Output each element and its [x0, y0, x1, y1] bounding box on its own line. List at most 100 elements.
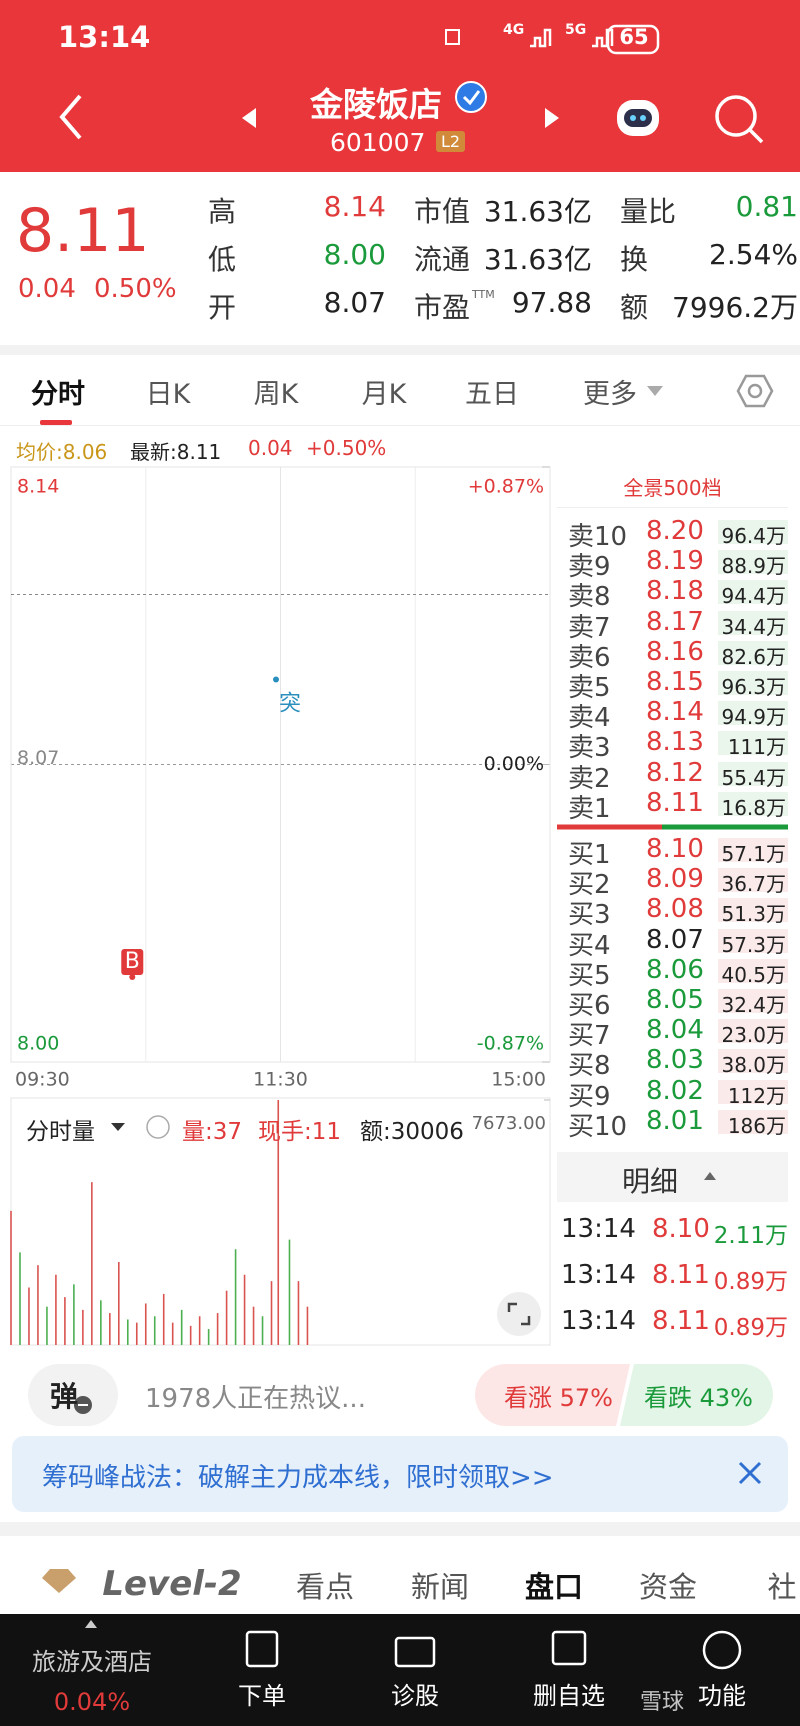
- search-button[interactable]: [715, 95, 757, 137]
- volume-bar: [10, 1210, 12, 1345]
- sector-name[interactable]: 旅游及酒店: [32, 1648, 152, 1676]
- chart-tab[interactable]: 月K: [361, 379, 407, 410]
- status-time: 13:14: [58, 20, 151, 54]
- detail-volume: 2.11万: [713, 1223, 788, 1249]
- danmaku-button[interactable]: [28, 1364, 118, 1426]
- volume-bar: [55, 1274, 57, 1345]
- volume-bar: [277, 1100, 280, 1345]
- annotation-dot: [273, 676, 280, 683]
- prev-stock[interactable]: [242, 108, 256, 128]
- section-tab[interactable]: 看点: [295, 1570, 354, 1604]
- stat-value: 8.07: [323, 286, 386, 319]
- level-badge: L2: [436, 131, 466, 152]
- detail-toggle[interactable]: [704, 1172, 716, 1180]
- nav-item[interactable]: 下单: [238, 1682, 286, 1710]
- back-button[interactable]: [59, 94, 82, 140]
- expand-button[interactable]: [497, 1292, 541, 1336]
- latest-price: 最新:8.11: [130, 440, 222, 464]
- annotation-label: B: [125, 949, 140, 974]
- dropdown-arrow[interactable]: [111, 1123, 125, 1131]
- more-arrow[interactable]: [647, 386, 663, 396]
- banner-text[interactable]: 筹码峰战法：破解主力成本线，限时领取>>: [42, 1463, 554, 1493]
- x-tick-label: 15:00: [491, 1069, 546, 1091]
- help-icon[interactable]: [146, 1115, 170, 1139]
- book-volume-bg: [718, 791, 788, 816]
- book-volume: 34.4万: [721, 614, 786, 639]
- network-label: 4G: [503, 22, 525, 38]
- signal-icon: [530, 28, 552, 48]
- nav-item[interactable]: 删自选: [533, 1682, 605, 1710]
- tab-underline: [40, 420, 72, 425]
- next-stock[interactable]: [545, 108, 559, 128]
- book-label: 买8: [568, 1051, 611, 1082]
- annotation-dot: [129, 974, 136, 980]
- volume-bar: [100, 1300, 102, 1345]
- separator: [0, 425, 800, 426]
- stock-name: 金陵饭店: [310, 85, 442, 124]
- section-tab[interactable]: 新闻: [410, 1570, 469, 1604]
- bear-vote[interactable]: 看跌 43%: [644, 1384, 753, 1412]
- order-book-title: 全景500档: [557, 472, 788, 508]
- section-tab[interactable]: 盘口: [524, 1570, 583, 1604]
- chart-tab[interactable]: 五日: [465, 379, 519, 410]
- stat-value: 2.54%: [709, 238, 798, 271]
- section-tab[interactable]: 资金: [638, 1570, 697, 1604]
- volume-bar: [91, 1182, 93, 1345]
- nav-item[interactable]: 功能: [698, 1682, 746, 1710]
- book-volume: 94.4万: [721, 584, 786, 609]
- nav-icon-remove: [551, 1630, 587, 1666]
- book-label: 买4: [568, 930, 611, 961]
- book-price: 8.20: [646, 516, 704, 546]
- section-tab[interactable]: Level-2: [102, 1564, 242, 1604]
- banner-bg[interactable]: [12, 1436, 788, 1512]
- book-label: 卖3: [568, 733, 611, 764]
- book-volume-bg: [718, 671, 788, 695]
- chart-tab[interactable]: 日K: [145, 379, 191, 410]
- book-volume: 112万: [727, 1083, 786, 1108]
- settings-icon[interactable]: [736, 372, 774, 410]
- level2-gem: [42, 1569, 76, 1593]
- chart-tab[interactable]: 分时: [31, 379, 85, 410]
- stat-label: 流通: [414, 243, 471, 276]
- bull-pill[interactable]: [475, 1364, 630, 1426]
- book-volume: 94.9万: [721, 705, 786, 730]
- book-label: 卖6: [568, 642, 611, 673]
- detail-time: 13:14: [561, 1306, 636, 1336]
- danmaku-label[interactable]: 弹: [50, 1380, 79, 1413]
- stat-label: 开: [208, 291, 237, 324]
- book-volume-bg: [718, 1109, 788, 1134]
- section-tab[interactable]: 社: [767, 1570, 797, 1604]
- stat-label: 量比: [620, 195, 677, 228]
- volume-bar: [19, 1252, 21, 1345]
- stat-label: 市盈: [414, 291, 471, 324]
- chart-tab[interactable]: 更多: [583, 379, 637, 410]
- volume-bar: [109, 1313, 111, 1345]
- network-label: 5G: [565, 22, 587, 38]
- current-hand: 现手:11: [258, 1119, 342, 1145]
- expand-icon: [507, 1302, 531, 1326]
- volume-bar: [135, 1322, 138, 1345]
- nav-icon-diagnose: [394, 1636, 436, 1668]
- book-price: 8.04: [646, 1015, 704, 1046]
- detail-title[interactable]: 明细: [622, 1165, 679, 1198]
- chart-tab[interactable]: 周K: [253, 379, 299, 410]
- volume-bar: [198, 1316, 201, 1345]
- banner-close[interactable]: [738, 1461, 762, 1485]
- sector-change: 0.04%: [53, 1688, 131, 1716]
- detail-time: 13:14: [561, 1260, 636, 1290]
- bear-pill[interactable]: [620, 1364, 773, 1426]
- volume-label[interactable]: 分时量: [26, 1119, 95, 1145]
- volume-bar: [82, 1309, 84, 1345]
- book-label: 卖5: [568, 673, 611, 703]
- book-volume-bg: [718, 898, 788, 923]
- nav-item[interactable]: 诊股: [391, 1682, 439, 1710]
- book-price: 8.18: [646, 576, 704, 607]
- nav-up-arrow: [85, 1620, 97, 1628]
- book-label: 买3: [568, 900, 611, 931]
- book-label: 卖7: [568, 612, 611, 643]
- hexagon-dot: [747, 383, 763, 399]
- discussion-text[interactable]: 1978人正在热议...: [145, 1384, 366, 1414]
- book-price: 8.19: [646, 546, 704, 577]
- bull-vote[interactable]: 看涨 57%: [504, 1384, 613, 1412]
